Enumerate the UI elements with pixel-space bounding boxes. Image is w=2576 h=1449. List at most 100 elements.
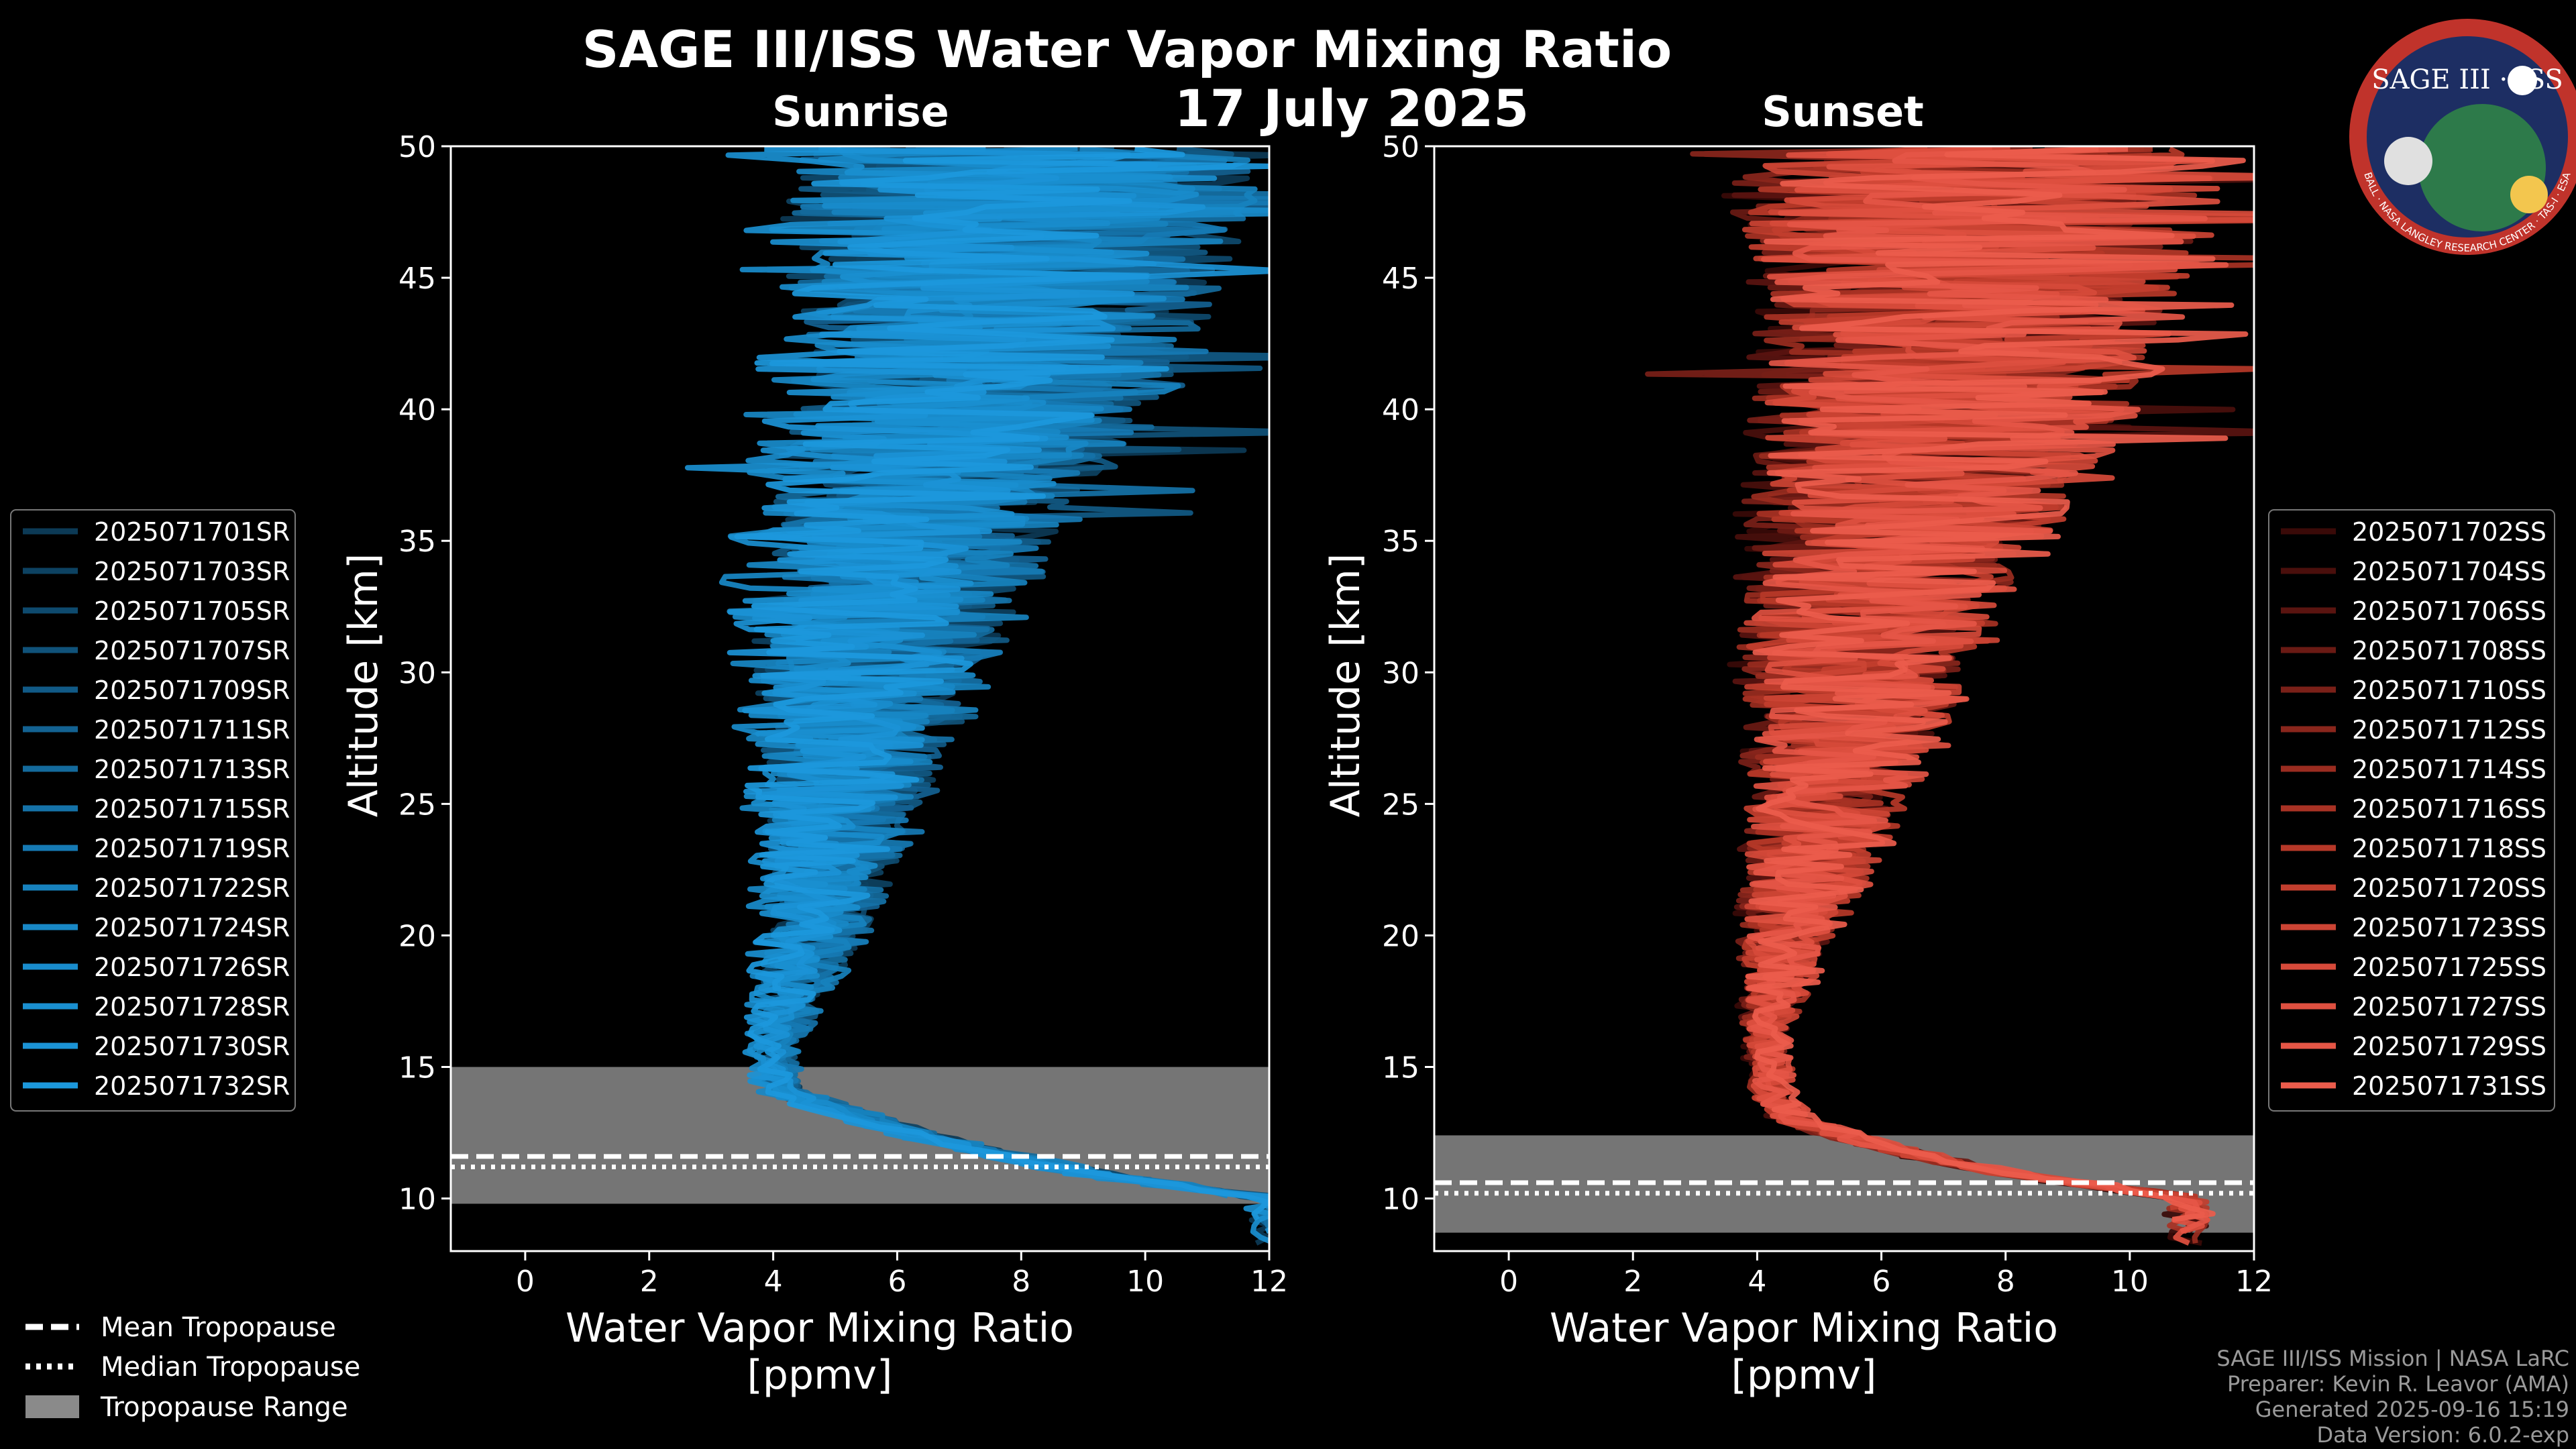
profile-2025071725SS [1744, 146, 2254, 1187]
legend-entry: 2025071709SR [94, 676, 290, 705]
footer-line-2: Preparer: Kevin R. Leavor (AMA) [2227, 1371, 2569, 1397]
y-tick-label: 15 [1382, 1051, 1419, 1085]
sage-iii-iss-logo: SAGE III · ISS BALL · NASA LANGLEY RESEA… [2349, 19, 2576, 255]
sunset-panel: 10 15 20 25 30 35 40 45 50 0 2 4 6 8 10 12 Sunset Water V… [1322, 87, 2273, 1399]
legend-entry: 2025071716SS [2352, 794, 2546, 824]
y-tick-label: 40 [1382, 393, 1419, 427]
legend-entry: 2025071714SS [2352, 755, 2546, 784]
x-tick-label: 2 [1623, 1265, 1642, 1299]
x-tick-label: 12 [2235, 1265, 2273, 1299]
legend-entry: 2025071711SR [94, 715, 290, 745]
x-tick-label: 0 [516, 1265, 535, 1299]
legend-entry: 2025071708SS [2352, 636, 2546, 665]
y-tick-label: 40 [398, 393, 436, 427]
y-tick-label: 20 [398, 919, 436, 953]
legend-box [2268, 509, 2555, 1112]
legend-entry: 2025071701SR [94, 517, 290, 547]
legend-entry: 2025071724SR [94, 913, 290, 943]
legend-entry: 2025071712SS [2352, 715, 2546, 745]
y-tick-label: 30 [398, 656, 436, 690]
profile-2025071731SS [1746, 146, 2249, 1222]
y-tick-label: 25 [1382, 788, 1419, 822]
x-axis-unit: [ppmv] [747, 1352, 893, 1399]
y-tick-label: 45 [398, 262, 436, 296]
x-tick-label: 4 [764, 1265, 783, 1299]
legend-entry: 2025071729SS [2352, 1032, 2546, 1061]
x-axis-label: Water Vapor Mixing Ratio [1550, 1305, 2058, 1352]
legend-entry: 2025071731SS [2352, 1071, 2546, 1101]
x-tick-label: 0 [1499, 1265, 1518, 1299]
y-axis-label: Altitude [km] [1322, 553, 1369, 818]
legend-entry: 2025071732SR [94, 1071, 290, 1101]
y-tick-label: 35 [398, 525, 436, 559]
y-tick-label: 15 [398, 1051, 436, 1085]
legend-entry: 2025071713SR [94, 755, 290, 784]
legend-entry: 2025071720SS [2352, 873, 2546, 903]
legend-entry: 2025071705SR [94, 596, 290, 626]
y-tick-label: 45 [1382, 262, 1419, 296]
x-tick-label: 8 [1012, 1265, 1030, 1299]
x-tick-label: 8 [1996, 1265, 2015, 1299]
x-tick-label: 2 [640, 1265, 659, 1299]
figure-date: 17 July 2025 [1175, 78, 1529, 138]
legend-entry: 2025071719SR [94, 834, 290, 863]
y-tick-label: 30 [1382, 656, 1419, 690]
figure-title: SAGE III/ISS Water Vapor Mixing Ratio [582, 19, 1672, 79]
y-tick-label: 25 [398, 788, 436, 822]
tropopause-range-swatch [25, 1395, 79, 1418]
y-tick-label: 10 [398, 1183, 436, 1217]
x-tick-label: 12 [1250, 1265, 1288, 1299]
legend-entry: 2025071725SS [2352, 953, 2546, 982]
profile-2025071730SR [727, 146, 1269, 1234]
x-tick-label: 6 [888, 1265, 906, 1299]
x-tick-label: 4 [1748, 1265, 1766, 1299]
footer-credits: SAGE III/ISS Mission | NASA LaRC Prepare… [2216, 1346, 2569, 1448]
footer-line-4: Data Version: 6.0.2-exp [2316, 1422, 2569, 1448]
legend-entry: 2025071710SS [2352, 676, 2546, 705]
x-axis-label: Water Vapor Mixing Ratio [566, 1305, 1074, 1352]
y-tick-label: 50 [398, 130, 436, 164]
sunrise-legend: 2025071701SR 2025071703SR 2025071705SR 2025… [10, 509, 296, 1112]
legend-entry: 2025071722SR [94, 873, 290, 903]
panel-title: Sunset [1762, 87, 1924, 136]
profile-2025071726SR [731, 146, 1269, 1187]
y-tick-label: 20 [1382, 919, 1419, 953]
legend-entry: 2025071726SR [94, 953, 290, 982]
footer-line-3: Generated 2025-09-16 15:19 [2255, 1397, 2569, 1422]
tropopause-legend: Mean Tropopause Median Tropopause Tropop… [25, 1312, 360, 1423]
tropopause-range-label: Tropopause Range [100, 1392, 348, 1423]
sunrise-panel: 10 15 20 25 30 35 40 45 50 0 2 4 6 8 10 12 Sunrise Water … [340, 87, 1288, 1399]
legend-box [10, 509, 296, 1112]
legend-entry: 2025071707SR [94, 636, 290, 665]
plot-frame [449, 145, 1271, 1252]
profile-lines [684, 146, 1269, 1246]
median-tropopause-label: Median Tropopause [101, 1352, 360, 1383]
x-tick-label: 6 [1872, 1265, 1891, 1299]
x-tick-label: 10 [1126, 1265, 1164, 1299]
legend-entry: 2025071704SS [2352, 557, 2546, 586]
legend-entry: 2025071703SR [94, 557, 290, 586]
panel-title: Sunrise [772, 87, 949, 136]
sunset-legend: 2025071702SS 2025071704SS 2025071706SS 2025… [2268, 509, 2555, 1112]
legend-entry: 2025071718SS [2352, 834, 2546, 863]
profile-lines [1645, 146, 2254, 1246]
y-axis-label: Altitude [km] [340, 553, 387, 818]
mean-tropopause-label: Mean Tropopause [101, 1312, 336, 1343]
profile-2025071732SR [734, 146, 1269, 1221]
y-tick-label: 10 [1382, 1183, 1419, 1217]
x-axis-unit: [ppmv] [1731, 1352, 1877, 1399]
legend-entry: 2025071728SR [94, 992, 290, 1022]
legend-entry: 2025071723SS [2352, 913, 2546, 943]
x-tick-label: 10 [2111, 1265, 2149, 1299]
logo-title: SAGE III · ISS [2371, 64, 2563, 95]
y-tick-label: 35 [1382, 525, 1419, 559]
legend-entry: 2025071727SS [2352, 992, 2546, 1022]
footer-line-1: SAGE III/ISS Mission | NASA LaRC [2216, 1346, 2569, 1371]
y-tick-label: 50 [1382, 130, 1419, 164]
legend-entry: 2025071702SS [2352, 517, 2546, 547]
legend-entry: 2025071706SS [2352, 596, 2546, 626]
legend-entry: 2025071715SR [94, 794, 290, 824]
legend-entry: 2025071730SR [94, 1032, 290, 1061]
plot-frame [1433, 145, 2255, 1252]
